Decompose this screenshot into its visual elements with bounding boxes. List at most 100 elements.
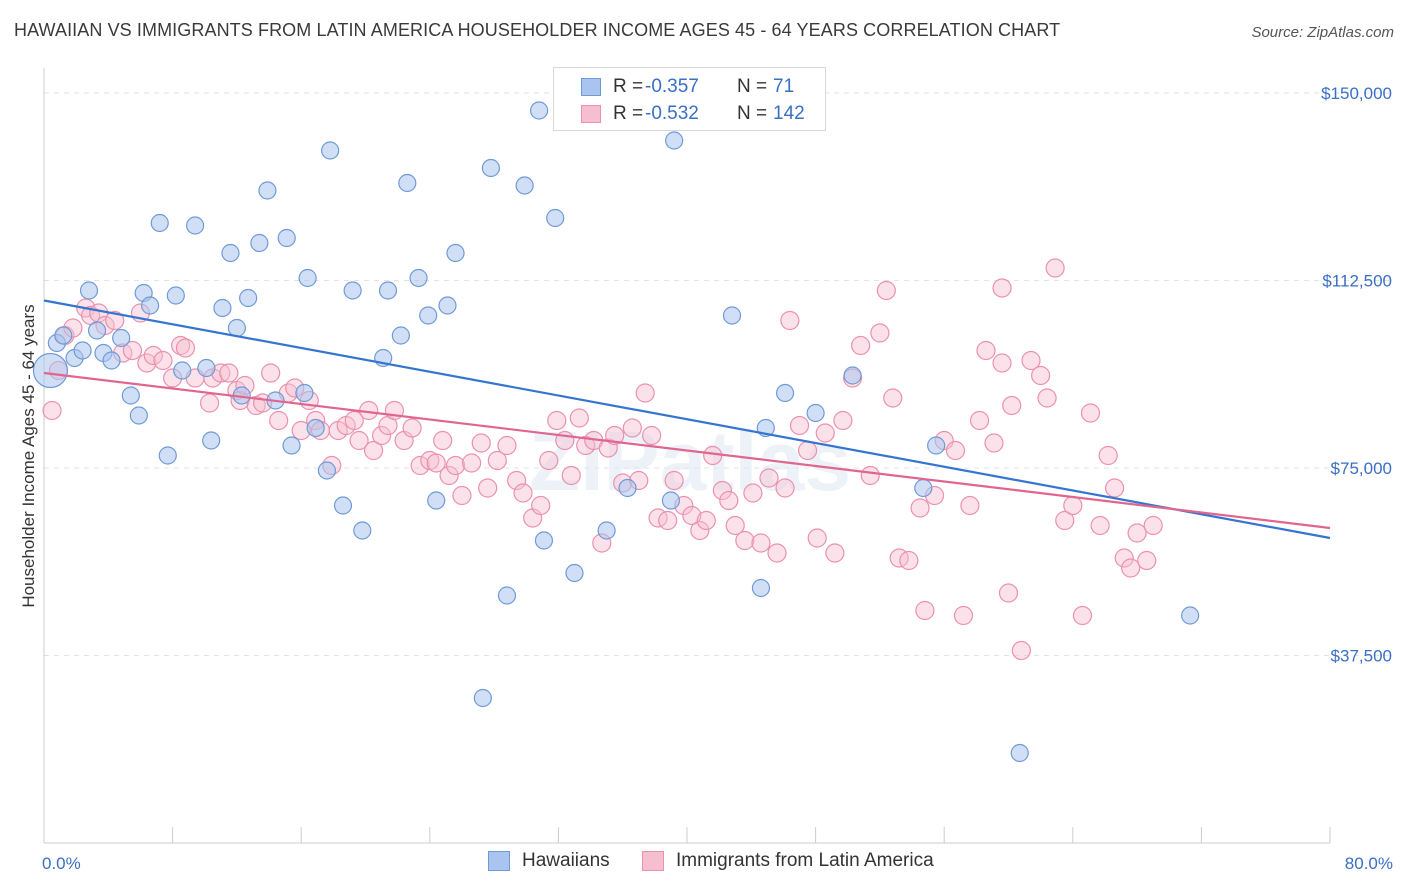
data-point-hawaiians bbox=[409, 268, 428, 288]
chart-title: HAWAIIAN VS IMMIGRANTS FROM LATIN AMERIC… bbox=[14, 20, 1061, 40]
data-point-immigrants bbox=[513, 483, 533, 503]
watermark: ZIPatlas bbox=[529, 414, 851, 508]
data-point-hawaiians bbox=[317, 461, 337, 480]
data-point-immigrants bbox=[539, 450, 559, 471]
data-point-immigrants bbox=[471, 433, 491, 453]
data-point-immigrants bbox=[143, 345, 163, 366]
data-point-immigrants bbox=[1137, 550, 1157, 571]
data-point-immigrants bbox=[825, 543, 845, 563]
data-point-immigrants bbox=[1098, 445, 1118, 466]
data-point-immigrants bbox=[992, 353, 1012, 373]
trend-line-immigrants bbox=[43, 371, 1331, 530]
data-point-hawaiians bbox=[419, 306, 438, 325]
data-point-immigrants bbox=[696, 510, 716, 531]
data-point-immigrants bbox=[1031, 365, 1051, 386]
data-point-immigrants bbox=[833, 410, 853, 431]
data-point-hawaiians bbox=[239, 288, 258, 308]
y-tick-label: $37,500 bbox=[1331, 647, 1392, 666]
legend-label-hawaiians: Hawaiians bbox=[522, 850, 610, 871]
data-point-immigrants bbox=[690, 520, 710, 541]
legend-row-immigrants: R = -0.532 N = 142 bbox=[554, 101, 805, 127]
data-point-immigrants bbox=[1002, 395, 1022, 416]
data-point-immigrants bbox=[767, 543, 787, 563]
data-point-immigrants bbox=[735, 530, 755, 551]
data-point-hawaiians bbox=[258, 181, 277, 200]
data-point-immigrants bbox=[426, 453, 446, 473]
series-legend: Hawaiians Immigrants from Latin America bbox=[0, 850, 1406, 878]
data-point-immigrants bbox=[992, 278, 1012, 298]
data-point-immigrants bbox=[960, 495, 980, 516]
data-point-hawaiians bbox=[121, 386, 140, 405]
series-hawaiians-points bbox=[32, 86, 1200, 763]
data-point-hawaiians bbox=[173, 361, 192, 380]
data-point-immigrants bbox=[199, 393, 220, 413]
data-point-hawaiians bbox=[661, 491, 681, 510]
data-point-hawaiians bbox=[129, 406, 148, 425]
data-point-immigrants bbox=[1080, 403, 1101, 423]
y-tick-label: $150,000 bbox=[1321, 84, 1392, 103]
data-point-hawaiians bbox=[79, 281, 99, 300]
data-point-hawaiians bbox=[306, 418, 325, 438]
data-point-hawaiians bbox=[481, 158, 500, 178]
data-point-immigrants bbox=[598, 438, 618, 458]
data-point-immigrants bbox=[410, 455, 430, 476]
data-point-hawaiians bbox=[112, 328, 131, 348]
data-point-immigrants bbox=[719, 490, 739, 511]
data-point-immigrants bbox=[807, 528, 827, 548]
r-label: R = bbox=[613, 76, 644, 97]
data-point-immigrants bbox=[725, 515, 745, 536]
data-point-immigrants bbox=[1090, 515, 1110, 536]
legend-item-hawaiians[interactable]: Hawaiians bbox=[488, 850, 610, 872]
data-point-immigrants bbox=[461, 453, 482, 473]
data-point-immigrants bbox=[439, 465, 459, 486]
data-point-immigrants bbox=[153, 350, 173, 371]
trend-lines bbox=[43, 299, 1331, 540]
axes bbox=[43, 68, 1331, 844]
data-point-hawaiians bbox=[1181, 606, 1200, 625]
y-tick-label: $75,000 bbox=[1331, 459, 1392, 478]
legend-swatch-immigrants bbox=[642, 851, 664, 871]
r-value: -0.357 bbox=[645, 76, 699, 97]
data-point-hawaiians bbox=[665, 131, 684, 150]
data-point-immigrants bbox=[1127, 523, 1147, 543]
data-point-immigrants bbox=[910, 498, 930, 518]
data-point-immigrants bbox=[682, 505, 702, 526]
data-point-immigrants bbox=[507, 470, 527, 491]
data-point-hawaiians bbox=[186, 216, 205, 235]
data-point-hawaiians bbox=[140, 296, 160, 315]
data-point-immigrants bbox=[789, 415, 810, 436]
data-point-immigrants bbox=[452, 485, 472, 506]
data-point-hawaiians bbox=[565, 563, 584, 583]
data-point-hawaiians bbox=[751, 578, 771, 598]
data-point-immigrants bbox=[1063, 495, 1083, 516]
data-point-hawaiians bbox=[806, 403, 825, 423]
data-point-hawaiians bbox=[202, 431, 221, 450]
data-point-immigrants bbox=[945, 440, 966, 461]
x-tick-label: 0.0% bbox=[42, 854, 81, 873]
data-point-immigrants bbox=[775, 478, 795, 498]
data-point-immigrants bbox=[1072, 605, 1093, 626]
data-point-hawaiians bbox=[398, 173, 417, 193]
data-point-immigrants bbox=[642, 425, 662, 446]
data-point-immigrants bbox=[984, 433, 1004, 453]
data-point-immigrants bbox=[433, 430, 453, 451]
data-point-immigrants bbox=[569, 408, 589, 428]
data-point-immigrants bbox=[759, 468, 779, 488]
data-point-immigrants bbox=[261, 363, 281, 383]
data-point-hawaiians bbox=[321, 141, 340, 160]
data-point-hawaiians bbox=[438, 296, 457, 315]
n-label: N = bbox=[737, 76, 768, 97]
data-point-hawaiians bbox=[87, 321, 107, 340]
data-point-hawaiians bbox=[378, 281, 398, 300]
legend-row-hawaiians: R = -0.357 N = 71 bbox=[554, 74, 794, 100]
data-point-hawaiians bbox=[597, 521, 616, 540]
data-point-hawaiians bbox=[446, 243, 465, 263]
legend-item-immigrants[interactable]: Immigrants from Latin America bbox=[642, 850, 934, 872]
data-point-hawaiians bbox=[32, 352, 69, 389]
data-point-immigrants bbox=[953, 605, 974, 626]
data-point-hawaiians bbox=[353, 521, 372, 540]
data-point-hawaiians bbox=[927, 436, 946, 455]
data-point-hawaiians bbox=[333, 496, 353, 515]
data-point-hawaiians bbox=[73, 341, 92, 360]
